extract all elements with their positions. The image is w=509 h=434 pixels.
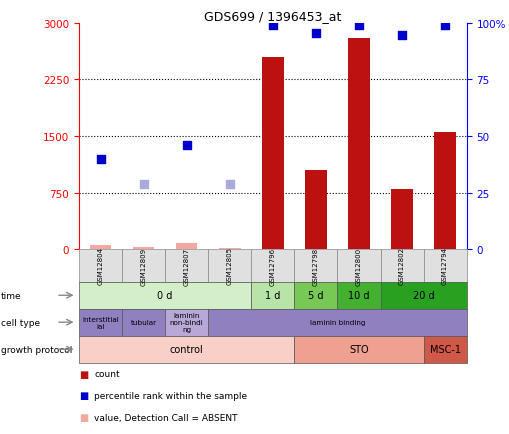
Text: laminin binding: laminin binding [309,319,364,326]
Point [268,23,276,30]
Bar [390,189,412,250]
Text: percentile rank within the sample: percentile rank within the sample [94,391,247,400]
Text: control: control [169,345,203,354]
Point [397,33,405,39]
Text: STO: STO [349,345,368,354]
Text: GSM12796: GSM12796 [269,247,275,285]
Text: tubular: tubular [130,319,156,326]
Bar [218,248,240,250]
Text: 20 d: 20 d [412,291,434,300]
Text: count: count [94,369,120,378]
Text: MSC-1: MSC-1 [429,345,460,354]
Point [182,142,190,149]
Text: time: time [1,291,21,300]
Bar [304,171,326,250]
Text: growth protocol: growth protocol [1,345,72,354]
Text: GSM12794: GSM12794 [441,247,447,285]
Point [225,181,234,187]
Bar [434,133,455,250]
Point [96,156,104,163]
Point [440,23,448,30]
Bar [262,58,283,250]
Text: cell type: cell type [1,318,40,327]
Bar [176,243,197,250]
Bar [133,248,154,250]
Text: 5 d: 5 d [307,291,323,300]
Text: GSM12805: GSM12805 [227,247,232,285]
Bar [90,245,111,250]
Bar [348,39,369,250]
Text: GSM12798: GSM12798 [313,247,318,285]
Text: 0 d: 0 d [157,291,173,300]
Text: 1 d: 1 d [265,291,280,300]
Text: GSM12809: GSM12809 [140,247,147,285]
Text: interstitial
ial: interstitial ial [82,316,119,329]
Text: GSM12802: GSM12802 [398,247,404,285]
Text: value, Detection Call = ABSENT: value, Detection Call = ABSENT [94,413,237,421]
Text: ■: ■ [79,391,88,400]
Text: GSM12800: GSM12800 [355,247,361,285]
Point [311,31,319,38]
Text: GSM12807: GSM12807 [183,247,189,285]
Text: 10 d: 10 d [348,291,369,300]
Point [354,23,362,30]
Title: GDS699 / 1396453_at: GDS699 / 1396453_at [204,10,341,23]
Text: laminin
non-bindi
ng: laminin non-bindi ng [169,312,203,332]
Text: ■: ■ [79,369,88,378]
Point [139,181,148,187]
Text: ■: ■ [79,412,88,422]
Text: GSM12804: GSM12804 [97,247,103,285]
